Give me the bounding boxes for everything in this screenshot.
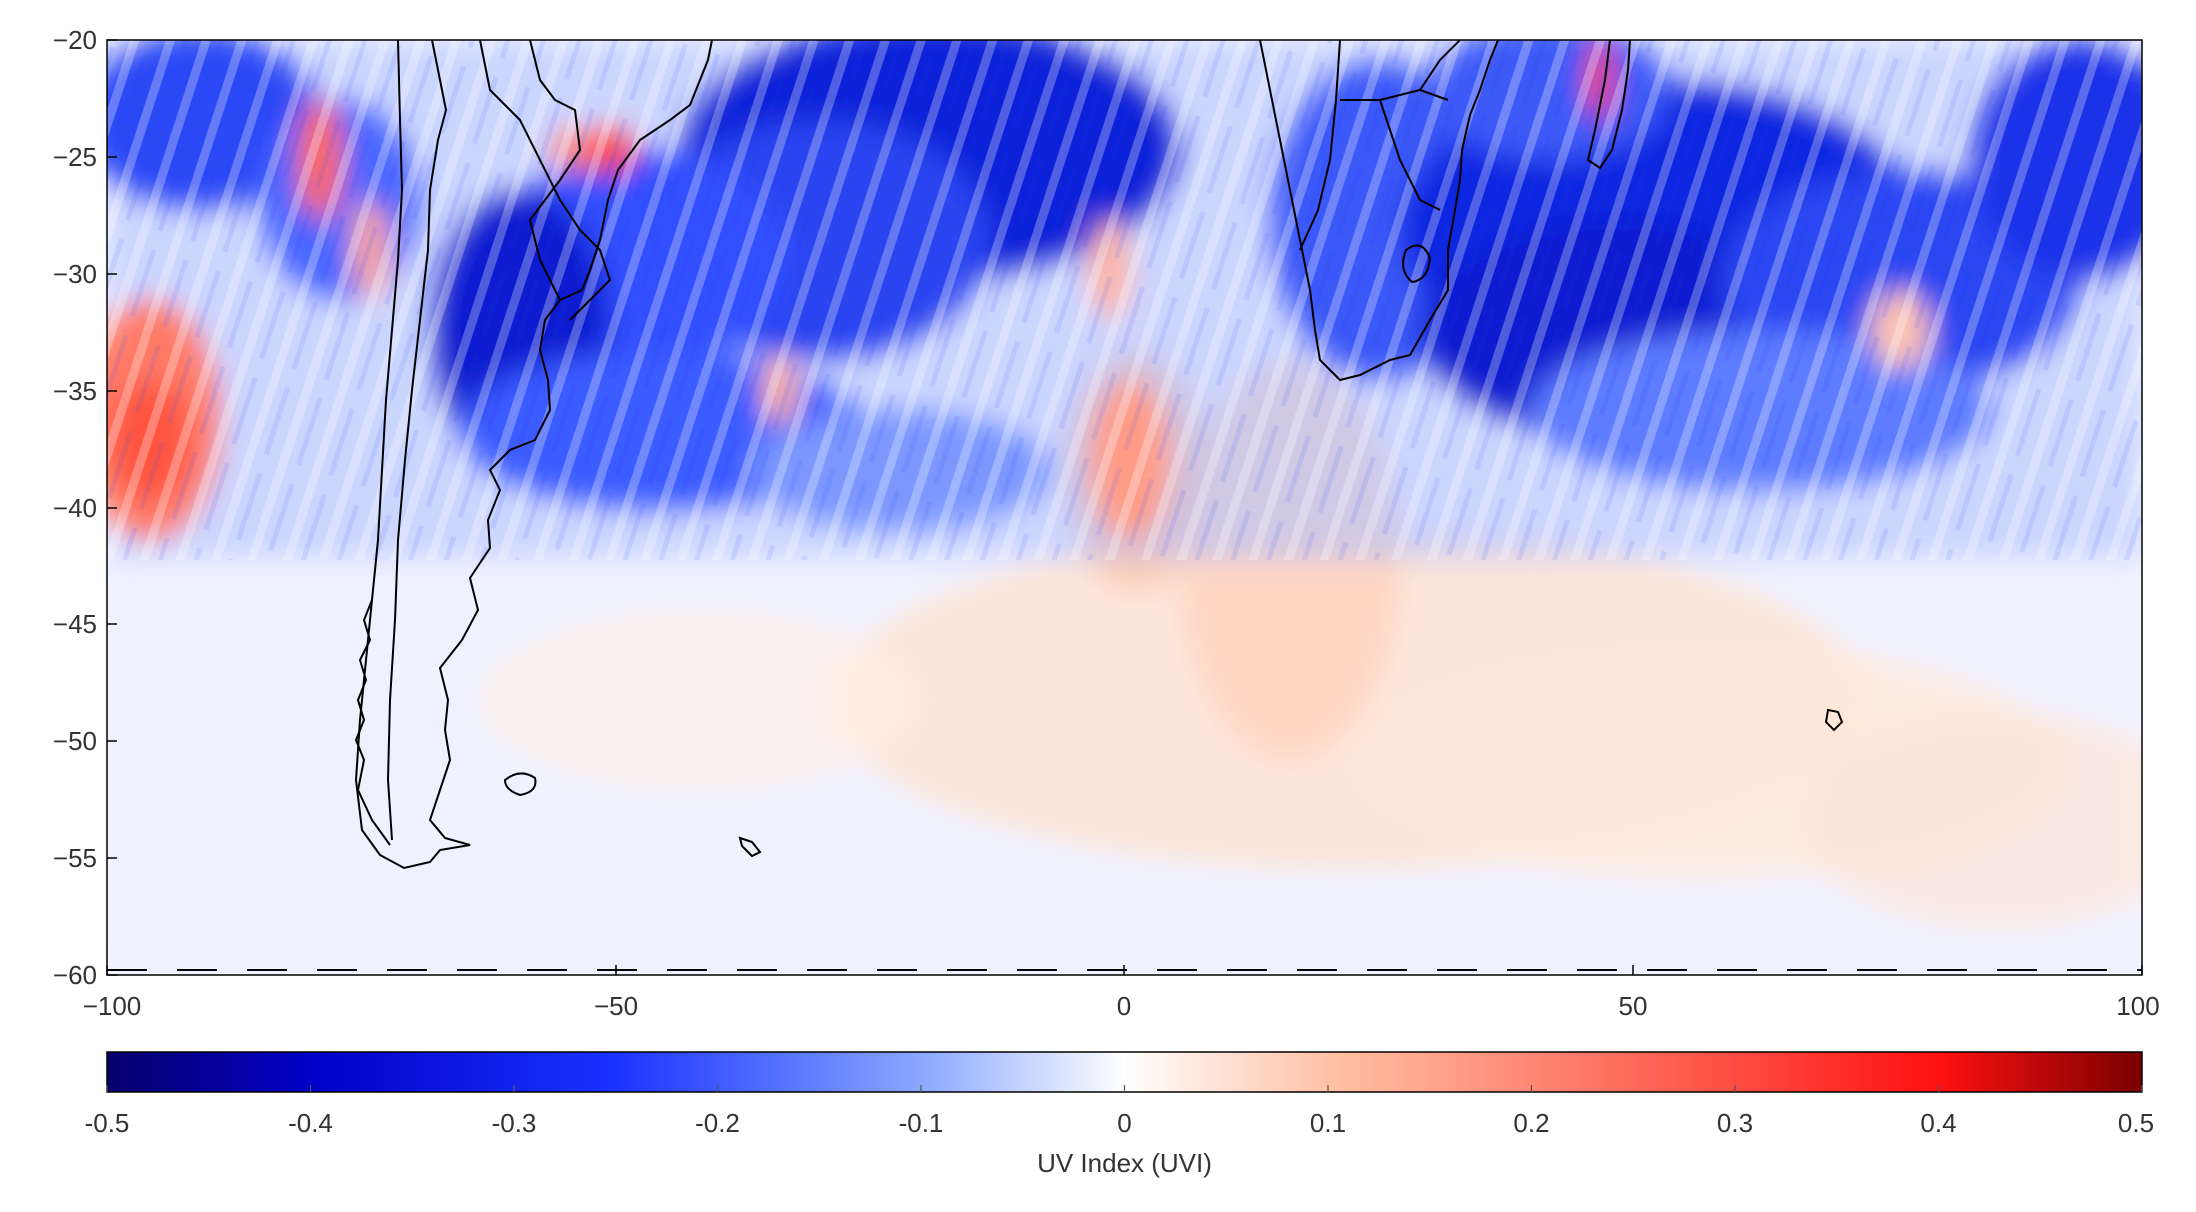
colorbar-tick-label: 0 <box>1117 1108 1131 1138</box>
colorbar-tick-label: -0.5 <box>85 1108 130 1138</box>
x-axis-ticks <box>106 965 2143 975</box>
y-tick-label: −40 <box>53 493 97 523</box>
colorbar-tick-label: -0.4 <box>288 1108 333 1138</box>
falklands-outline <box>503 772 537 797</box>
colorbar: -0.5 -0.4 -0.3 -0.2 -0.1 0 0.1 0.2 0.3 0… <box>85 1051 2154 1178</box>
madagascar-outline <box>1586 40 1632 170</box>
colorbar-tick-label: 0.4 <box>1920 1108 1956 1138</box>
heatmap-field <box>107 40 2142 975</box>
x-tick-label: −100 <box>83 991 142 1021</box>
y-axis-ticks <box>107 39 117 976</box>
x-tick-label: −50 <box>594 991 638 1021</box>
y-tick-label: −35 <box>53 376 97 406</box>
y-tick-label: −30 <box>53 259 97 289</box>
x-tick-label: 0 <box>1117 991 1131 1021</box>
colorbar-tick-label: 0.5 <box>2118 1108 2154 1138</box>
south-georgia-outline <box>738 836 762 858</box>
y-tick-label: −25 <box>53 142 97 172</box>
river-borders <box>479 40 612 321</box>
colorbar-tick-label: -0.1 <box>899 1108 944 1138</box>
africa-coastline <box>1259 40 1499 382</box>
y-tick-label: −60 <box>53 960 97 990</box>
coastlines <box>354 40 1844 870</box>
south-america-coastline <box>354 40 713 870</box>
africa-borders <box>1299 40 1461 251</box>
y-tick-label: −45 <box>53 609 97 639</box>
y-axis-tick-labels: −20 −25 −30 −35 −40 −45 −50 −55 −60 <box>53 25 97 990</box>
y-tick-label: −55 <box>53 843 97 873</box>
map-panel: −20 −25 −30 −35 −40 −45 −50 −55 −60 −100… <box>53 25 2160 1021</box>
andes-border <box>386 40 448 841</box>
colorbar-tick-label: -0.2 <box>695 1108 740 1138</box>
x-axis-tick-labels: −100 −50 0 50 100 <box>83 991 2160 1021</box>
x-tick-label: 100 <box>2116 991 2159 1021</box>
colorbar-tick-label: 0.2 <box>1513 1108 1549 1138</box>
colorbar-tick-labels: -0.5 -0.4 -0.3 -0.2 -0.1 0 0.1 0.2 0.3 0… <box>85 1108 2154 1138</box>
colorbar-tick-label: 0.3 <box>1717 1108 1753 1138</box>
lesotho-outline <box>1402 244 1432 284</box>
colorbar-ticks <box>106 1085 2143 1092</box>
chile-fjords <box>354 599 391 846</box>
colorbar-tick-label: -0.3 <box>492 1108 537 1138</box>
kerguelen-outline <box>1824 708 1844 732</box>
colorbar-label: UV Index (UVI) <box>1037 1148 1212 1178</box>
colorbar-tick-label: 0.1 <box>1310 1108 1346 1138</box>
x-tick-label: 50 <box>1619 991 1648 1021</box>
y-tick-label: −20 <box>53 25 97 55</box>
y-tick-label: −50 <box>53 726 97 756</box>
